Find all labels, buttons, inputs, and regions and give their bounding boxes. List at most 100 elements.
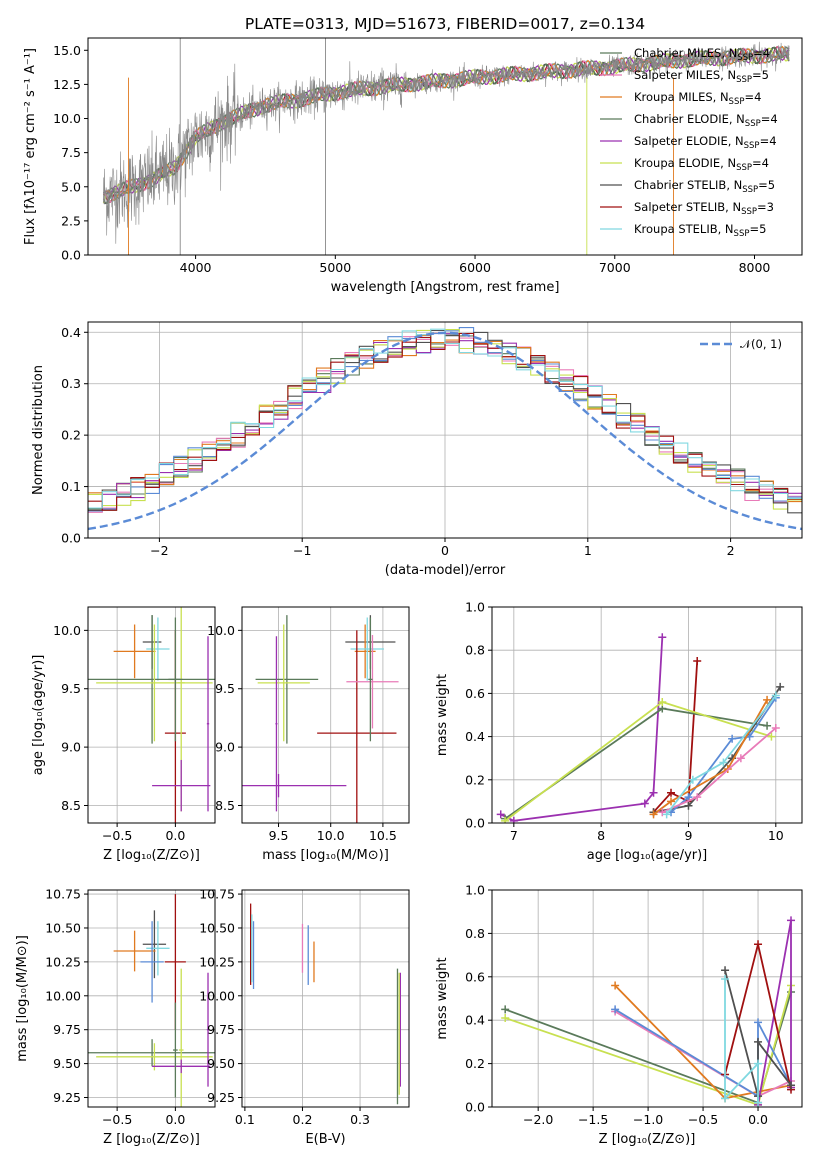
x-tick-label: 0.1 [235,1112,255,1127]
y-tick-label: 9.5 [61,681,81,696]
plot-area [88,327,802,531]
errorbar-point [178,968,184,1107]
axes-age_vs_mass: 9.5 10.0 10.5 8.5 9.0 9.5 10.0 mass [log₁₀(M/M⊙… [207,606,410,863]
x-axis-label: Z [log₁₀(Z/Z⊙)] [103,1132,200,1147]
y-tick-label: 2.5 [61,213,81,228]
data-point [719,758,728,767]
y-tick-label: 0.6 [465,686,485,701]
plot-area [102,38,790,255]
data-point [611,981,620,990]
errorbar-point [173,1002,178,1098]
x-tick-label: 8 [597,828,605,843]
observed-spectrum [103,41,790,244]
y-tick-label: 9.75 [53,1022,81,1037]
data-point [776,682,785,691]
x-tick-label: −0.5 [102,1112,132,1127]
weight-series [658,723,780,817]
series-line [665,695,777,815]
data-point [787,1081,796,1090]
data-point [721,966,730,975]
x-tick-label: −0.5 [688,1112,718,1127]
histogram-step [88,328,802,509]
axes-weight_vs_Z: −2.0 −1.5 −1.0 −0.5 0.0 0.0 0.2 0.4 0.6 0.8 1.0 Z [… [435,883,803,1147]
y-tick-label: 5.0 [61,179,81,194]
plot-area [88,894,215,1107]
y-tick-label: 10.00 [199,988,235,1003]
data-point [501,1014,510,1023]
axes-frame [491,889,803,1108]
x-tick-label: 2 [727,543,735,558]
x-tick-label: −2 [150,543,168,558]
x-tick-label: 6000 [459,260,491,275]
x-tick-label: 5000 [319,260,351,275]
data-point [496,810,505,819]
data-point [688,775,697,784]
y-tick-label: 1.0 [465,883,485,898]
errorbar-point [88,1039,215,1067]
legend-entry: Salpeter MILES, NSSP=5 [634,68,769,85]
x-tick-label: −1.0 [633,1112,663,1127]
legend-entry: Salpeter STELIB, NSSP=3 [634,200,774,217]
data-point [501,1005,510,1014]
errorbar-point [152,1059,211,1074]
data-point [667,797,676,806]
x-tick-label: 0.0 [165,828,185,843]
axes-frame [87,889,216,1108]
y-tick-label: 9.5 [215,681,235,696]
weight-series [649,682,785,817]
errorbar-point [113,624,156,679]
legend-entry: Chabrier STELIB, NSSP=5 [634,178,775,195]
y-tick-label: 0.4 [465,1013,485,1028]
data-point [754,1037,763,1046]
series-line [500,637,664,822]
data-point [684,801,693,810]
plot-area [88,607,215,823]
data-point [754,940,763,949]
y-tick-label: 0.0 [61,248,81,263]
x-tick-label: 10.0 [317,828,345,843]
axes-frame [87,606,216,824]
data-point [658,698,667,707]
data-point [693,657,702,665]
legend-entry: Kroupa ELODIE, NSSP=4 [634,156,769,173]
y-tick-label: 8.5 [61,798,81,813]
y-axis-label: age [log₁₀(age/yr)] [31,655,46,776]
data-point [693,793,702,802]
x-tick-label: 0.3 [350,1112,370,1127]
errorbar-point [168,617,183,742]
x-tick-label: 9 [685,828,693,843]
normal-curve [88,331,802,531]
y-tick-label: 10.0 [53,111,81,126]
y-tick-label: 0.0 [465,816,485,831]
data-point [611,1005,620,1014]
y-tick-label: 0.4 [465,729,485,744]
axes-frame [491,606,803,824]
x-tick-label: 10.5 [369,828,397,843]
legend-entry: Kroupa MILES, NSSP=4 [634,90,761,107]
y-tick-label: 9.25 [53,1090,81,1105]
series-line [661,727,777,814]
x-tick-label: 0.0 [165,1112,185,1127]
x-axis-label: mass [log₁₀(M/M⊙)] [262,848,389,863]
y-tick-label: 10.50 [45,920,81,935]
legend: Chabrier MILES, NSSP=4 Salpeter MILES, NS… [600,46,778,239]
data-point [728,734,737,743]
errorbar-point [96,624,213,742]
data-point [754,1059,763,1068]
y-tick-label: 0.6 [465,969,485,984]
errorbar-point [206,636,210,812]
axes-frame [241,889,410,1108]
data-point [509,816,518,823]
data-point [658,633,667,642]
x-axis-label: age [log₁₀(age/yr)] [587,848,708,863]
plot-area [249,903,402,1105]
y-axis-label: Normed distribution [31,365,46,495]
figure-title: PLATE=0313, MJD=51673, FIBERID=0017, z=0… [245,15,645,33]
y-tick-label: 10.00 [45,988,81,1003]
axes-spectrum: 4000 5000 6000 7000 8000 0.0 2.5 5.0 7.5 10.0 12.5… [23,37,803,295]
data-point [763,695,772,704]
errorbar-point [152,759,211,812]
data-point [763,721,772,730]
legend: 𝒩(0, 1) [700,337,782,351]
x-tick-label: 0 [441,543,449,558]
